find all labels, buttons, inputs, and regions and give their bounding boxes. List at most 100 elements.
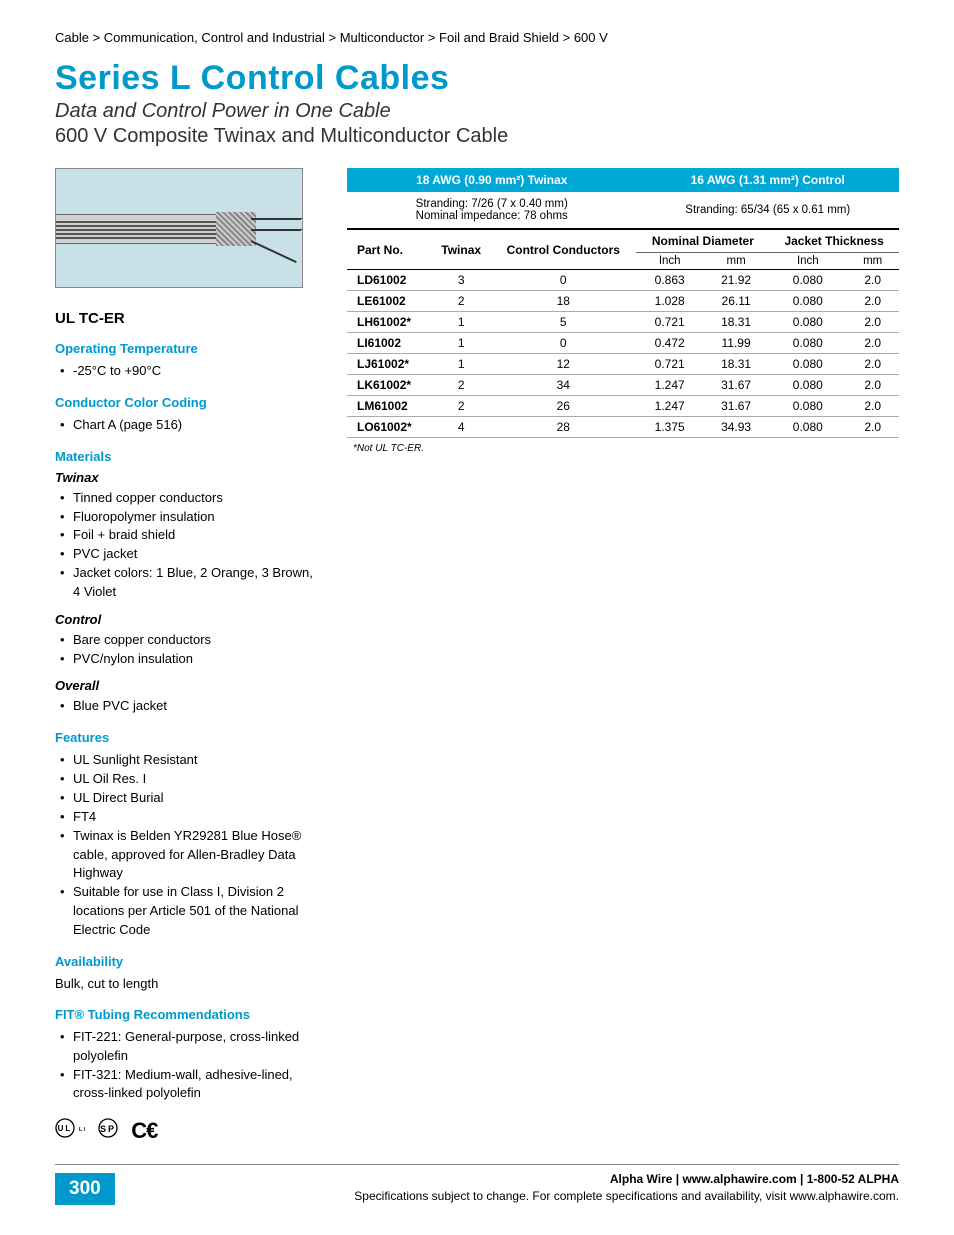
col-nomdia: Nominal Diameter [636,229,769,253]
table-cell: 0 [490,270,636,291]
svg-text:LISTED: LISTED [79,1127,85,1133]
table-cell: 1.028 [636,291,702,312]
table-subheader-right: Stranding: 65/34 (65 x 0.61 mm) [636,192,899,229]
list-item: Foil + braid shield [59,526,323,545]
list-item: Blue PVC jacket [59,697,323,716]
list-item: Suitable for use in Class I, Division 2 … [59,883,323,940]
footer: Alpha Wire | www.alphawire.com | 1-800-5… [55,1164,899,1205]
table-row: LO61002*4281.37534.930.0802.0 [347,417,899,438]
table-cell: 21.92 [703,270,769,291]
list-item: FIT-321: Medium-wall, adhesive-lined, cr… [59,1066,323,1104]
ccc-list: Chart A (page 516) [55,416,323,435]
list-item: Twinax is Belden YR29281 Blue Hose® cabl… [59,827,323,884]
col-mm-1: mm [703,253,769,270]
col-inch-1: Inch [636,253,702,270]
op-temp-list: -25°C to +90°C [55,362,323,381]
page-title: Series L Control Cables [55,59,899,98]
svg-text:SP: SP [100,1124,116,1134]
table-cell: 2.0 [846,291,899,312]
subtitle-italic: Data and Control Power in One Cable [55,100,899,123]
table-cell: 2 [432,396,490,417]
table-cell: 1.247 [636,396,702,417]
table-row: LI61002100.47211.990.0802.0 [347,333,899,354]
mat-twinax-list: Tinned copper conductorsFluoropolymer in… [55,489,323,602]
availability-text: Bulk, cut to length [55,975,323,993]
ul-listed-icon: ULLISTED [55,1117,85,1145]
table-cell: LH61002* [347,312,432,333]
list-item: FIT-221: General-purpose, cross-linked p… [59,1028,323,1066]
table-row: LH61002*150.72118.310.0802.0 [347,312,899,333]
mat-control-heading: Control [55,612,323,627]
table-cell: 34 [490,375,636,396]
col-twinax: Twinax [432,229,490,270]
features-heading: Features [55,730,323,745]
table-cell: 12 [490,354,636,375]
list-item: Tinned copper conductors [59,489,323,508]
csa-icon: SP [97,1117,119,1145]
table-row: LM610022261.24731.670.0802.0 [347,396,899,417]
list-item: Bare copper conductors [59,631,323,650]
table-cell: LD61002 [347,270,432,291]
table-cell: 28 [490,417,636,438]
cable-illustration [55,168,303,288]
table-cell: 1.375 [636,417,702,438]
table-cell: 18 [490,291,636,312]
table-cell: 0.080 [769,354,846,375]
materials-heading: Materials [55,449,323,464]
table-cell: 2.0 [846,396,899,417]
list-item: FT4 [59,808,323,827]
table-cell: LK61002* [347,375,432,396]
table-row: LJ61002*1120.72118.310.0802.0 [347,354,899,375]
features-list: UL Sunlight ResistantUL Oil Res. IUL Dir… [55,751,323,939]
table-cell: 0.080 [769,375,846,396]
table-cell: LM61002 [347,396,432,417]
mat-control-list: Bare copper conductorsPVC/nylon insulati… [55,631,323,669]
table-row: LD61002300.86321.920.0802.0 [347,270,899,291]
table-subheader-left: Stranding: 7/26 (7 x 0.40 mm) Nominal im… [347,192,636,229]
footer-contact: Alpha Wire | www.alphawire.com | 1-800-5… [55,1171,899,1188]
table-cell: 0.080 [769,396,846,417]
table-cell: 18.31 [703,354,769,375]
table-cell: LE61002 [347,291,432,312]
table-cell: 0.721 [636,354,702,375]
table-cell: 2.0 [846,375,899,396]
table-footnote: *Not UL TC-ER. [347,443,899,454]
fit-heading: FIT® Tubing Recommendations [55,1007,323,1022]
table-cell: 0.080 [769,270,846,291]
table-header-left: 18 AWG (0.90 mm²) Twinax [347,168,636,192]
table-cell: 2.0 [846,417,899,438]
table-cell: 2 [432,375,490,396]
table-cell: 1 [432,354,490,375]
table-cell: 2.0 [846,354,899,375]
list-item: PVC/nylon insulation [59,650,323,669]
list-item: UL Sunlight Resistant [59,751,323,770]
certification-logos: ULLISTED SP C€ [55,1117,323,1145]
table-cell: 31.67 [703,396,769,417]
subtitle: 600 V Composite Twinax and Multiconducto… [55,125,899,148]
table-cell: LJ61002* [347,354,432,375]
col-jacket: Jacket Thickness [769,229,899,253]
table-cell: LO61002* [347,417,432,438]
table-cell: 0.080 [769,417,846,438]
right-column: 18 AWG (0.90 mm²) Twinax 16 AWG (1.31 mm… [347,168,899,1145]
table-cell: 0.472 [636,333,702,354]
cert-heading: UL TC-ER [55,310,323,327]
table-cell: 31.67 [703,375,769,396]
col-mm-2: mm [846,253,899,270]
op-temp-heading: Operating Temperature [55,341,323,356]
table-cell: 2.0 [846,270,899,291]
spec-table: 18 AWG (0.90 mm²) Twinax 16 AWG (1.31 mm… [347,168,899,438]
table-cell: 18.31 [703,312,769,333]
table-cell: 0.080 [769,312,846,333]
table-cell: 0.080 [769,333,846,354]
fit-list: FIT-221: General-purpose, cross-linked p… [55,1028,323,1103]
list-item: -25°C to +90°C [59,362,323,381]
table-cell: 26 [490,396,636,417]
mat-overall-list: Blue PVC jacket [55,697,323,716]
availability-heading: Availability [55,954,323,969]
list-item: Fluoropolymer insulation [59,508,323,527]
list-item: PVC jacket [59,545,323,564]
table-cell: 1.247 [636,375,702,396]
list-item: UL Direct Burial [59,789,323,808]
table-cell: 0.721 [636,312,702,333]
